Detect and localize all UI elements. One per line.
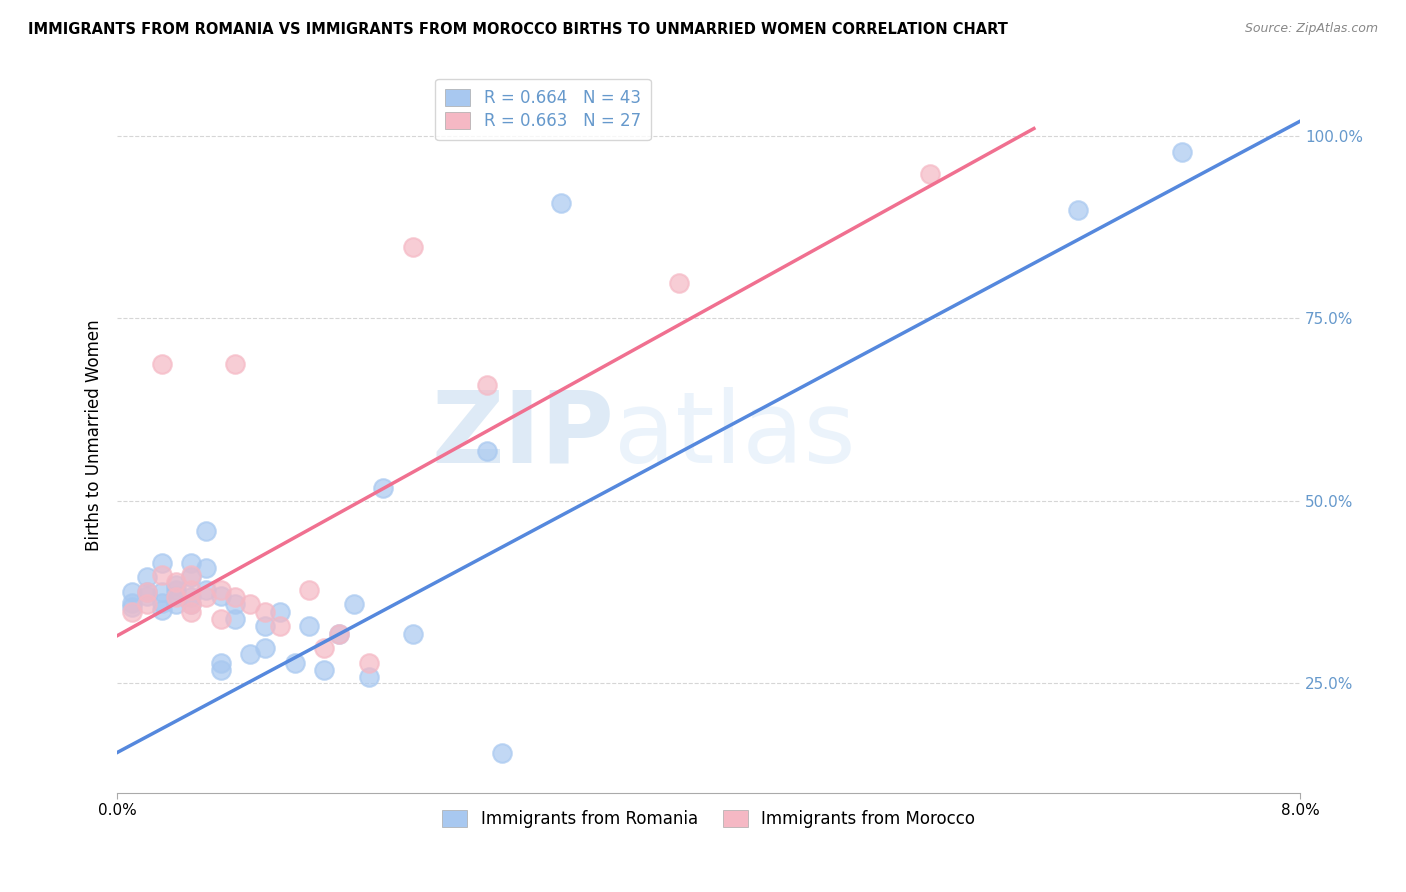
Point bbox=[180, 605, 202, 619]
Point bbox=[373, 481, 395, 495]
Point bbox=[121, 599, 143, 614]
Legend: Immigrants from Romania, Immigrants from Morocco: Immigrants from Romania, Immigrants from… bbox=[436, 803, 981, 834]
Point bbox=[180, 598, 202, 612]
Point bbox=[150, 603, 173, 617]
Point bbox=[194, 582, 217, 597]
Point bbox=[224, 357, 246, 371]
Point bbox=[194, 524, 217, 539]
Point bbox=[209, 663, 232, 677]
Point bbox=[180, 582, 202, 597]
Point bbox=[209, 656, 232, 670]
Point bbox=[357, 670, 380, 684]
Point bbox=[180, 568, 202, 582]
Point bbox=[209, 612, 232, 626]
Text: atlas: atlas bbox=[614, 386, 856, 483]
Point bbox=[209, 582, 232, 597]
Point bbox=[180, 590, 202, 604]
Y-axis label: Births to Unmarried Women: Births to Unmarried Women bbox=[86, 319, 103, 551]
Point bbox=[121, 605, 143, 619]
Point bbox=[239, 598, 262, 612]
Point bbox=[150, 357, 173, 371]
Point bbox=[239, 647, 262, 661]
Point bbox=[224, 590, 246, 604]
Point bbox=[180, 556, 202, 570]
Point bbox=[298, 619, 321, 633]
Point bbox=[269, 605, 291, 619]
Point bbox=[491, 746, 513, 760]
Point bbox=[194, 561, 217, 575]
Point bbox=[135, 570, 157, 584]
Point bbox=[194, 590, 217, 604]
Point bbox=[343, 598, 366, 612]
Text: ZIP: ZIP bbox=[432, 386, 614, 483]
Point bbox=[180, 598, 202, 612]
Point bbox=[314, 641, 336, 656]
Point bbox=[165, 582, 187, 597]
Point bbox=[402, 626, 425, 640]
Point bbox=[402, 240, 425, 254]
Point bbox=[284, 656, 307, 670]
Point bbox=[209, 589, 232, 603]
Point bbox=[135, 598, 157, 612]
Point bbox=[298, 582, 321, 597]
Point bbox=[165, 598, 187, 612]
Point bbox=[328, 626, 350, 640]
Point bbox=[165, 589, 187, 603]
Point bbox=[920, 167, 942, 181]
Point bbox=[165, 590, 187, 604]
Text: IMMIGRANTS FROM ROMANIA VS IMMIGRANTS FROM MOROCCO BIRTHS TO UNMARRIED WOMEN COR: IMMIGRANTS FROM ROMANIA VS IMMIGRANTS FR… bbox=[28, 22, 1008, 37]
Point bbox=[121, 596, 143, 610]
Text: Source: ZipAtlas.com: Source: ZipAtlas.com bbox=[1244, 22, 1378, 36]
Point bbox=[165, 577, 187, 591]
Point bbox=[357, 656, 380, 670]
Point bbox=[328, 626, 350, 640]
Point bbox=[224, 612, 246, 626]
Point bbox=[314, 663, 336, 677]
Point bbox=[224, 598, 246, 612]
Point bbox=[1170, 145, 1192, 159]
Point bbox=[150, 568, 173, 582]
Point bbox=[135, 589, 157, 603]
Point bbox=[150, 585, 173, 599]
Point bbox=[150, 556, 173, 570]
Point bbox=[135, 585, 157, 599]
Point bbox=[180, 570, 202, 584]
Point bbox=[475, 444, 498, 458]
Point bbox=[254, 619, 277, 633]
Point bbox=[550, 196, 572, 211]
Point bbox=[254, 605, 277, 619]
Point bbox=[135, 585, 157, 599]
Point bbox=[254, 641, 277, 656]
Point bbox=[475, 378, 498, 392]
Point bbox=[165, 575, 187, 590]
Point bbox=[150, 596, 173, 610]
Point bbox=[1067, 203, 1090, 218]
Point bbox=[668, 277, 690, 291]
Point bbox=[121, 585, 143, 599]
Point bbox=[269, 619, 291, 633]
